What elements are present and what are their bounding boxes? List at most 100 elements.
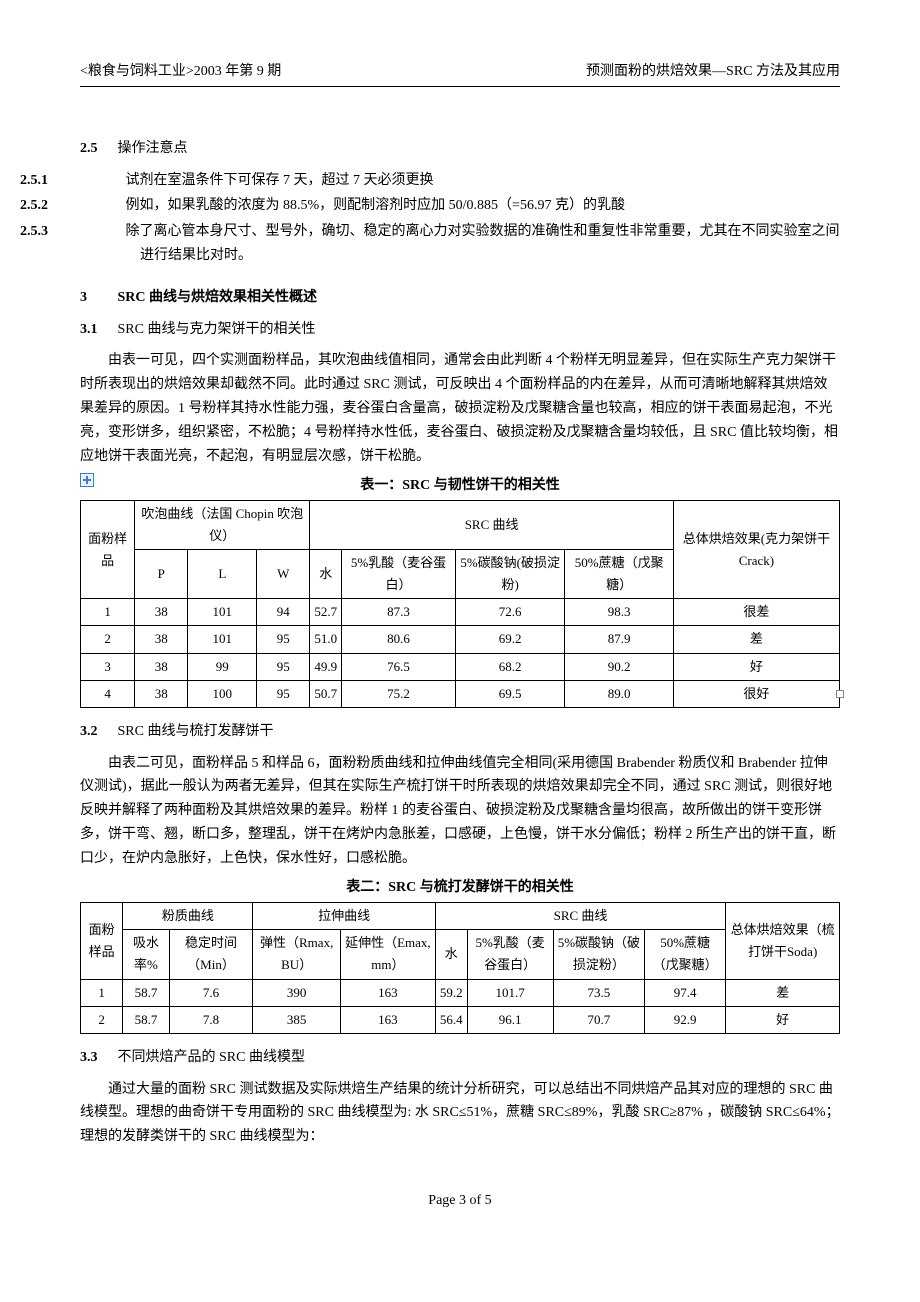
section-3-3: 3.3 不同烘焙产品的 SRC 曲线模型 <box>80 1046 840 1070</box>
section-title: 不同烘焙产品的 SRC 曲线模型 <box>118 1050 305 1065</box>
th: 面粉样品 <box>81 500 135 598</box>
th: 面粉样品 <box>81 903 123 979</box>
td: 96.1 <box>467 1006 553 1033</box>
th: 5%碳酸钠(破损淀粉) <box>455 550 565 599</box>
section-title: SRC 曲线与烘焙效果相关性概述 <box>118 290 318 305</box>
table2: 面粉样品 粉质曲线 拉伸曲线 SRC 曲线 总体烘焙效果（梳打饼干Soda) 吸… <box>80 902 840 1033</box>
td: 差 <box>726 979 840 1006</box>
td: 87.9 <box>565 626 673 653</box>
td: 163 <box>341 979 436 1006</box>
section-number: 3.2 <box>80 720 114 744</box>
td: 73.5 <box>553 979 644 1006</box>
td: 101 <box>188 599 257 626</box>
td: 38 <box>135 599 188 626</box>
td: 差 <box>673 626 839 653</box>
th: 吹泡曲线（法国 Chopin 吹泡仪） <box>135 500 310 549</box>
td: 好 <box>673 653 839 680</box>
td: 92.9 <box>645 1006 726 1033</box>
table1: 面粉样品 吹泡曲线（法国 Chopin 吹泡仪） SRC 曲线 总体烘焙效果(克… <box>80 500 840 708</box>
td: 38 <box>135 626 188 653</box>
td: 98.3 <box>565 599 673 626</box>
section-number: 3.3 <box>80 1046 114 1070</box>
th: 50%蔗糖（戊聚糖） <box>645 930 726 979</box>
th: 5%碳酸钠（破损淀粉） <box>553 930 644 979</box>
td: 70.7 <box>553 1006 644 1033</box>
paragraph: 通过大量的面粉 SRC 测试数据及实际烘焙生产结果的统计分析研究，可以总结出不同… <box>80 1078 840 1149</box>
td: 2 <box>81 626 135 653</box>
list-item: 2.5.3 除了离心管本身尺寸、型号外，确切、稳定的离心力对实验数据的准确性和重… <box>80 220 840 268</box>
header-right: 预测面粉的烘焙效果—SRC 方法及其应用 <box>586 60 840 84</box>
th: 延伸性（Emax, mm） <box>341 930 436 979</box>
td: 3 <box>81 653 135 680</box>
td: 好 <box>726 1006 840 1033</box>
td: 80.6 <box>342 626 456 653</box>
td: 100 <box>188 680 257 707</box>
item-text: 例如，如果乳酸的浓度为 88.5%，则配制溶剂时应加 50/0.885（=56.… <box>126 198 625 213</box>
section-number: 3 <box>80 286 114 310</box>
section-3-2: 3.2 SRC 曲线与梳打发酵饼干 <box>80 720 840 744</box>
resize-handle-icon[interactable] <box>836 690 844 698</box>
td: 51.0 <box>310 626 342 653</box>
td: 1 <box>81 599 135 626</box>
table1-title: 表一：SRC 与韧性饼干的相关性 <box>80 474 840 498</box>
td: 7.6 <box>169 979 253 1006</box>
td: 38 <box>135 680 188 707</box>
td: 7.8 <box>169 1006 253 1033</box>
th: 水 <box>310 550 342 599</box>
list-item: 2.5.2 例如，如果乳酸的浓度为 88.5%，则配制溶剂时应加 50/0.88… <box>80 194 840 218</box>
table-row: 3 38 99 95 49.9 76.5 68.2 90.2 好 <box>81 653 840 680</box>
td: 99 <box>188 653 257 680</box>
td: 4 <box>81 680 135 707</box>
td: 75.2 <box>342 680 456 707</box>
paragraph: 由表二可见，面粉样品 5 和样品 6，面粉粉质曲线和拉伸曲线值完全相同(采用德国… <box>80 752 840 871</box>
section-title: SRC 曲线与克力架饼干的相关性 <box>118 322 316 337</box>
page-header: <粮食与饲料工业>2003 年第 9 期 预测面粉的烘焙效果—SRC 方法及其应… <box>80 60 840 87</box>
move-icon <box>80 473 94 487</box>
td: 58.7 <box>123 1006 169 1033</box>
th: 5%乳酸（麦谷蛋白） <box>467 930 553 979</box>
td: 94 <box>257 599 310 626</box>
section-2-5: 2.5 操作注意点 <box>80 137 840 161</box>
td: 101.7 <box>467 979 553 1006</box>
th: W <box>257 550 310 599</box>
section-title: 操作注意点 <box>118 141 188 156</box>
page-footer: Page 3 of 5 <box>80 1189 840 1213</box>
th: 5%乳酸（麦谷蛋白） <box>342 550 456 599</box>
paragraph: 由表一可见，四个实测面粉样品，其吹泡曲线值相同，通常会由此判断 4 个粉样无明显… <box>80 349 840 468</box>
th: 吸水率% <box>123 930 169 979</box>
table2-title: 表二：SRC 与梳打发酵饼干的相关性 <box>80 876 840 900</box>
td: 49.9 <box>310 653 342 680</box>
table-row: 2 38 101 95 51.0 80.6 69.2 87.9 差 <box>81 626 840 653</box>
td: 101 <box>188 626 257 653</box>
th: 50%蔗糖（戊聚糖） <box>565 550 673 599</box>
td: 87.3 <box>342 599 456 626</box>
td: 38 <box>135 653 188 680</box>
section-3: 3 SRC 曲线与烘焙效果相关性概述 <box>80 286 840 310</box>
td: 68.2 <box>455 653 565 680</box>
table-row: 1 38 101 94 52.7 87.3 72.6 98.3 很差 <box>81 599 840 626</box>
item-text: 除了离心管本身尺寸、型号外，确切、稳定的离心力对实验数据的准确性和重复性非常重要… <box>126 224 840 263</box>
th: 总体烘焙效果（梳打饼干Soda) <box>726 903 840 979</box>
td: 89.0 <box>565 680 673 707</box>
th: 水 <box>435 930 467 979</box>
th: 粉质曲线 <box>123 903 253 930</box>
th: SRC 曲线 <box>435 903 725 930</box>
td: 50.7 <box>310 680 342 707</box>
header-left: <粮食与饲料工业>2003 年第 9 期 <box>80 60 281 84</box>
td: 390 <box>253 979 341 1006</box>
td: 59.2 <box>435 979 467 1006</box>
th: 弹性（Rmax, BU） <box>253 930 341 979</box>
item-number: 2.5.3 <box>80 220 122 244</box>
td: 95 <box>257 680 310 707</box>
section-title: SRC 曲线与梳打发酵饼干 <box>118 724 274 739</box>
list-item: 2.5.1 试剂在室温条件下可保存 7 天，超过 7 天必须更换 <box>80 169 840 193</box>
item-text: 试剂在室温条件下可保存 7 天，超过 7 天必须更换 <box>126 173 434 188</box>
section-number: 3.1 <box>80 318 114 342</box>
td: 72.6 <box>455 599 565 626</box>
td: 2 <box>81 1006 123 1033</box>
th: P <box>135 550 188 599</box>
th: 总体烘焙效果(克力架饼干Crack) <box>673 500 839 598</box>
section-number: 2.5 <box>80 137 114 161</box>
td: 58.7 <box>123 979 169 1006</box>
td: 97.4 <box>645 979 726 1006</box>
